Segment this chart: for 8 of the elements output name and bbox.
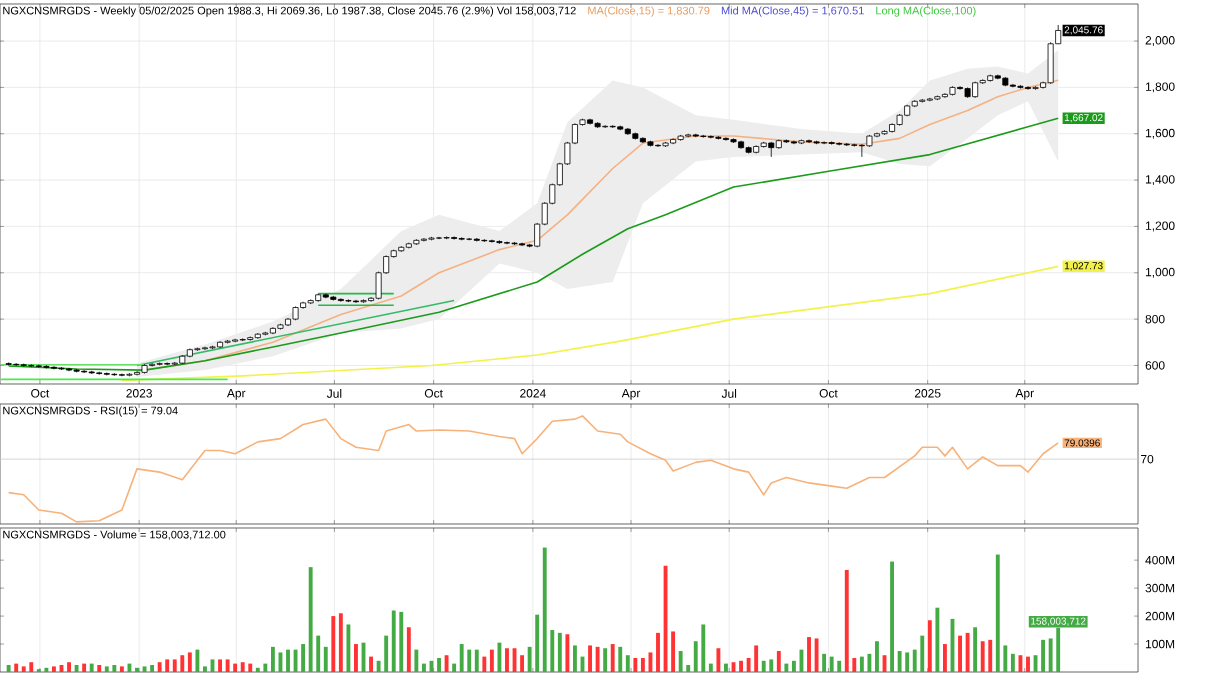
- candlestick: [722, 136, 729, 142]
- line-series: [7, 117, 1059, 371]
- candlestick: [1025, 85, 1031, 91]
- line-series: [121, 265, 1059, 382]
- candlestick: [149, 362, 156, 368]
- candlestick: [941, 92, 948, 99]
- candlestick: [957, 85, 964, 91]
- candlestick: [337, 297, 344, 303]
